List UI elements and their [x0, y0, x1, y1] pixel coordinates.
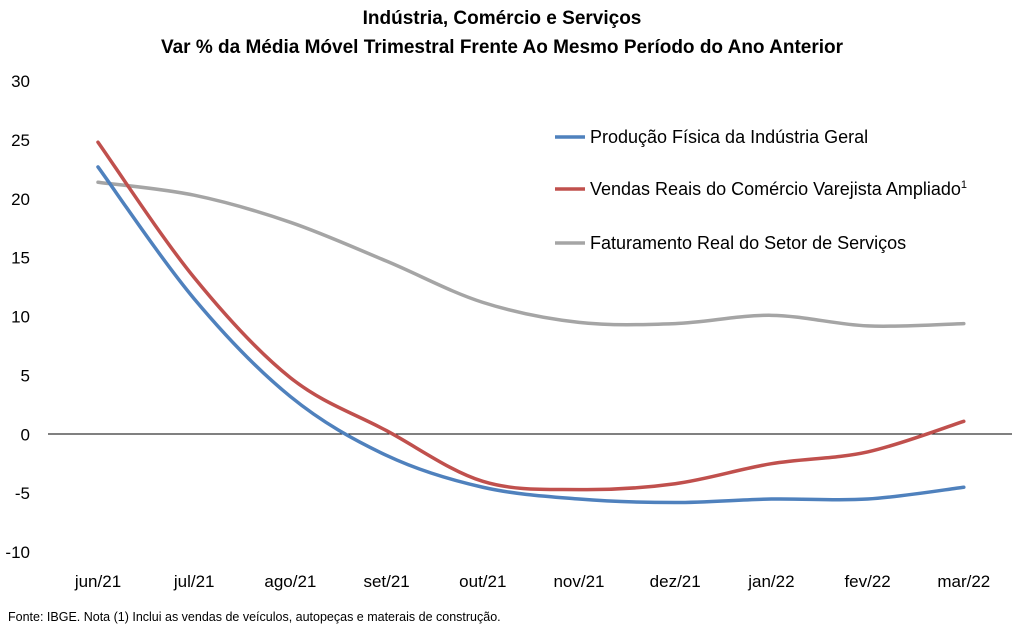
legend-superscript: 1: [961, 179, 967, 191]
series-line-1: [96, 165, 966, 505]
y-tick-label: 20: [11, 190, 30, 209]
x-tick-label: nov/21: [553, 572, 604, 591]
y-tick-label: 10: [11, 308, 30, 327]
x-tick-label: jul/21: [173, 572, 215, 591]
source-note: Fonte: IBGE. Nota (1) Inclui as vendas d…: [8, 610, 501, 624]
series-lines: [96, 140, 966, 505]
x-tick-label: mar/22: [937, 572, 990, 591]
x-tick-label: ago/21: [264, 572, 316, 591]
y-tick-label: 30: [11, 72, 30, 91]
series-line-3: [96, 180, 966, 328]
series-line-2: [96, 140, 966, 492]
legend-label: Produção Física da Indústria Geral: [590, 127, 868, 147]
x-tick-label: out/21: [459, 572, 506, 591]
y-tick-label: 5: [21, 366, 30, 385]
legend-label: Vendas Reais do Comércio Varejista Ampli…: [590, 179, 967, 199]
x-tick-label: jun/21: [74, 572, 121, 591]
y-tick-label: 0: [21, 425, 30, 444]
y-tick-label: 25: [11, 131, 30, 150]
y-axis: -10 -5 0 5 10 15 20 25 30: [5, 72, 30, 562]
x-tick-label: dez/21: [650, 572, 701, 591]
y-tick-label: -5: [15, 484, 30, 503]
x-tick-label: fev/22: [844, 572, 890, 591]
chart-subtitle: Var % da Média Móvel Trimestral Frente A…: [161, 37, 844, 58]
x-tick-label: jan/22: [747, 572, 794, 591]
legend: Produção Física da Indústria Geral Vendas…: [555, 127, 967, 253]
x-tick-label: set/21: [363, 572, 409, 591]
x-axis: jun/21 jul/21 ago/21 set/21 out/21 nov/21 dez/…: [74, 572, 990, 591]
y-tick-label: -10: [5, 543, 30, 562]
chart-title: Indústria, Comércio e Serviços: [363, 8, 642, 29]
legend-label: Faturamento Real do Setor de Serviços: [590, 233, 906, 253]
y-tick-label: 15: [11, 249, 30, 268]
